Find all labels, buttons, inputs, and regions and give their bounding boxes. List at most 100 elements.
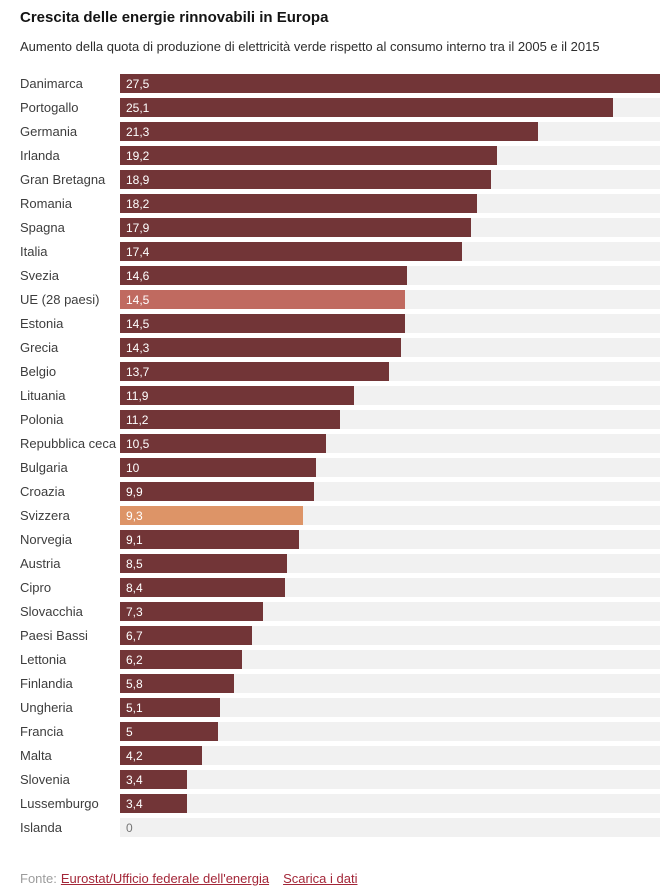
- bar: [120, 794, 187, 813]
- value-label: 3,4: [126, 772, 143, 787]
- bar-track: 21,3: [120, 122, 660, 141]
- value-label: 7,3: [126, 604, 143, 619]
- bar: [120, 218, 472, 237]
- chart-row: Estonia 14,5: [20, 314, 660, 333]
- bar: [120, 626, 252, 645]
- bar-track: 14,3: [120, 338, 660, 357]
- bar-track: 13,7: [120, 362, 660, 381]
- country-label: Irlanda: [20, 148, 60, 163]
- country-label: Slovacchia: [20, 604, 83, 619]
- country-label: Gran Bretagna: [20, 172, 106, 187]
- chart-row: Belgio 13,7: [20, 362, 660, 381]
- bar-track: 5: [120, 722, 660, 741]
- value-label: 9,9: [126, 484, 143, 499]
- country-label: Francia: [20, 724, 64, 739]
- bar-track: 9,9: [120, 482, 660, 501]
- chart-row: Malta 4,2: [20, 746, 660, 765]
- chart-row: Romania 18,2: [20, 194, 660, 213]
- value-label: 13,7: [126, 364, 150, 379]
- download-data-link[interactable]: Scarica i dati: [283, 871, 358, 886]
- chart-row: Norvegia 9,1: [20, 530, 660, 549]
- value-label: 17,9: [126, 220, 150, 235]
- value-label: 11,9: [126, 388, 149, 403]
- bar-track: 18,2: [120, 194, 660, 213]
- value-label: 8,5: [126, 556, 143, 571]
- bar-track: 25,1: [120, 98, 660, 117]
- value-label: 9,3: [126, 508, 143, 523]
- bar-track: 17,4: [120, 242, 660, 261]
- value-label: 9,1: [126, 532, 143, 547]
- bar: [120, 458, 317, 477]
- chart-row: Italia 17,4: [20, 242, 660, 261]
- bar-track: 14,5: [120, 314, 660, 333]
- value-label: 18,9: [126, 172, 150, 187]
- chart-row: Lettonia 6,2: [20, 650, 660, 669]
- source-label: Fonte:: [20, 871, 57, 886]
- country-label: Svizzera: [20, 508, 70, 523]
- bar: [120, 146, 498, 165]
- country-label: Bulgaria: [20, 460, 68, 475]
- bar: [120, 554, 287, 573]
- country-label: Lussemburgo: [20, 796, 99, 811]
- chart-row: Svezia 14,6: [20, 266, 660, 285]
- bar: [120, 266, 407, 285]
- bar: [120, 770, 187, 789]
- country-label: Malta: [20, 748, 52, 763]
- bar: [120, 386, 354, 405]
- value-label: 8,4: [126, 580, 143, 595]
- bar-track: 27,5: [120, 74, 660, 93]
- bar: [120, 194, 478, 213]
- bar: [120, 242, 462, 261]
- bar-track: 6,7: [120, 626, 660, 645]
- bar-track: 6,2: [120, 650, 660, 669]
- value-label: 14,6: [126, 268, 150, 283]
- bar-track: 9,1: [120, 530, 660, 549]
- bar: [120, 746, 203, 765]
- country-label: Svezia: [20, 268, 60, 283]
- value-label: 0: [126, 820, 133, 835]
- bar: [120, 674, 234, 693]
- chart-row: Grecia 14,3: [20, 338, 660, 357]
- bar-track: 3,4: [120, 794, 660, 813]
- value-label: 17,4: [126, 244, 150, 259]
- chart-row: Repubblica ceca 10,5: [20, 434, 660, 453]
- value-label: 6,2: [126, 652, 143, 667]
- bar: [120, 122, 539, 141]
- value-label: 4,2: [126, 748, 143, 763]
- chart-subtitle: Aumento della quota di produzione di ele…: [20, 39, 600, 54]
- chart-row: Polonia 11,2: [20, 410, 660, 429]
- bar: [120, 506, 303, 525]
- country-label: Danimarca: [20, 76, 83, 91]
- chart-row: Svizzera 9,3: [20, 506, 660, 525]
- chart-row: Francia 5: [20, 722, 660, 741]
- bar: [120, 698, 221, 717]
- bar-track: 18,9: [120, 170, 660, 189]
- chart-row: Islanda 0: [20, 818, 660, 837]
- chart-row: Slovenia 3,4: [20, 770, 660, 789]
- page-title: Crescita delle energie rinnovabili in Eu…: [20, 9, 329, 26]
- country-label: Italia: [20, 244, 48, 259]
- country-label: Portogallo: [20, 100, 79, 115]
- bar: [120, 650, 242, 669]
- country-label: Slovenia: [20, 772, 70, 787]
- country-label: Belgio: [20, 364, 57, 379]
- bar-track: 7,3: [120, 602, 660, 621]
- value-label: 18,2: [126, 196, 150, 211]
- source-link[interactable]: Eurostat/Ufficio federale dell'energia: [60, 871, 270, 886]
- value-label: 10,5: [126, 436, 150, 451]
- bar-track: 11,9: [120, 386, 660, 405]
- bar-chart: Danimarca 27,5 Portogallo 25,1 Germania …: [20, 74, 660, 837]
- chart-row: Lituania 11,9: [20, 386, 660, 405]
- bar: [120, 338, 401, 357]
- value-label: 14,5: [126, 292, 150, 307]
- value-label: 21,3: [126, 124, 150, 139]
- country-label: Lettonia: [20, 652, 67, 667]
- country-label: Repubblica ceca: [20, 436, 117, 451]
- value-label: 14,5: [126, 316, 150, 331]
- chart-row: Ungheria 5,1: [20, 698, 660, 717]
- chart-row: Irlanda 19,2: [20, 146, 660, 165]
- bar: [120, 578, 285, 597]
- value-label: 3,4: [126, 796, 143, 811]
- bar: [120, 722, 219, 741]
